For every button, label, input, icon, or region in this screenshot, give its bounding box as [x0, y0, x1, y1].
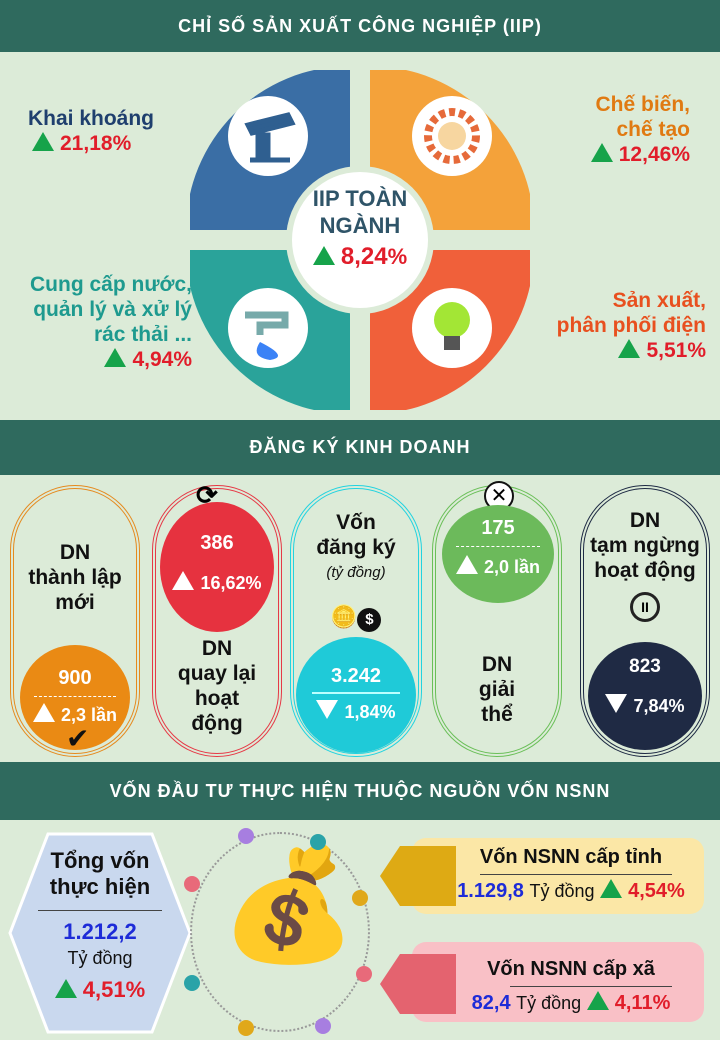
iip-total-value: 8,24 [340, 243, 388, 270]
returned-business-pill [152, 485, 282, 757]
new-business-value-circle: 900 2,3 lần [20, 645, 130, 750]
returned-business-value: 386 [200, 532, 234, 554]
up-arrow-icon [32, 132, 54, 151]
business-header: ĐĂNG KÝ KINH DOANH [0, 420, 720, 475]
electricity-value: 5,51 [646, 339, 688, 362]
registered-capital-pill [290, 485, 422, 757]
electricity-label: Sản xuất, phân phối điện 5,51% [556, 289, 706, 362]
light-bulb-icon [412, 288, 492, 368]
registered-capital-value: 3.242 [330, 665, 382, 687]
commune-value: 82,4 [471, 992, 511, 1014]
investment-header: VỐN ĐẦU TƯ THỰC HIỆN THUỘC NGUỒN VỐN NSN… [0, 762, 720, 820]
dissolved-business-value-circle: 175 2,0 lần [442, 505, 554, 603]
total-investment: Tổng vốn thực hiện 1.212,2 Tỷ đồng 4,51% [30, 848, 170, 1003]
province-value: 1.129,8 [457, 880, 524, 902]
water-value: 4,94 [132, 348, 174, 371]
suspended-business-value: 823 [629, 656, 661, 677]
province-label: Vốn NSNN cấp tỉnh [479, 846, 663, 868]
mining-label: Khai khoáng 21,18% [28, 107, 155, 155]
new-business-value: 900 [58, 667, 92, 689]
total-value: 1.212,2 [63, 919, 137, 944]
commune-arrow [380, 954, 456, 1014]
province-card [412, 838, 704, 914]
up-arrow-icon [312, 246, 335, 265]
suspended-business-pill [580, 485, 710, 757]
coins-dollar-icon: 🪙 $ [330, 604, 382, 632]
commune-label: Vốn NSNN cấp xã [487, 958, 655, 980]
new-business-pill [10, 485, 140, 757]
manufacturing-label: Chế biến, chế tạo 12,46% [590, 92, 690, 167]
check-icon: ✔ [66, 723, 90, 754]
up-arrow-icon [618, 339, 641, 358]
up-arrow-icon [104, 348, 127, 367]
money-bag-icon: 💰 [220, 843, 357, 966]
dissolved-business-value: 175 [481, 517, 515, 539]
commune-card [412, 942, 704, 1022]
water-label: Cung cấp nước, quản lý và xử lý rác thải .… [30, 273, 192, 371]
province-arrow [380, 846, 456, 906]
iip-quadrant-diagram [190, 70, 530, 410]
money-bag-ring [190, 832, 370, 1032]
registered-capital-value-circle: 3.242 1,84% [296, 637, 416, 753]
up-arrow-icon [590, 143, 613, 162]
gear-tools-icon [412, 96, 492, 176]
oil-pump-icon [228, 96, 308, 176]
pause-icon: II [630, 592, 660, 622]
returned-business-value-circle: 386 16,62% [160, 502, 274, 632]
mining-value: 21,18 [60, 132, 113, 155]
manufacturing-value: 12,46 [618, 143, 672, 166]
iip-header: CHỈ SỐ SẢN XUẤT CÔNG NGHIỆP (IIP) [0, 0, 720, 52]
suspended-business-value-circle: 823 7,84% [588, 642, 702, 750]
water-tap-icon [228, 288, 308, 368]
iip-total-label: IIP TOÀN [312, 186, 408, 211]
